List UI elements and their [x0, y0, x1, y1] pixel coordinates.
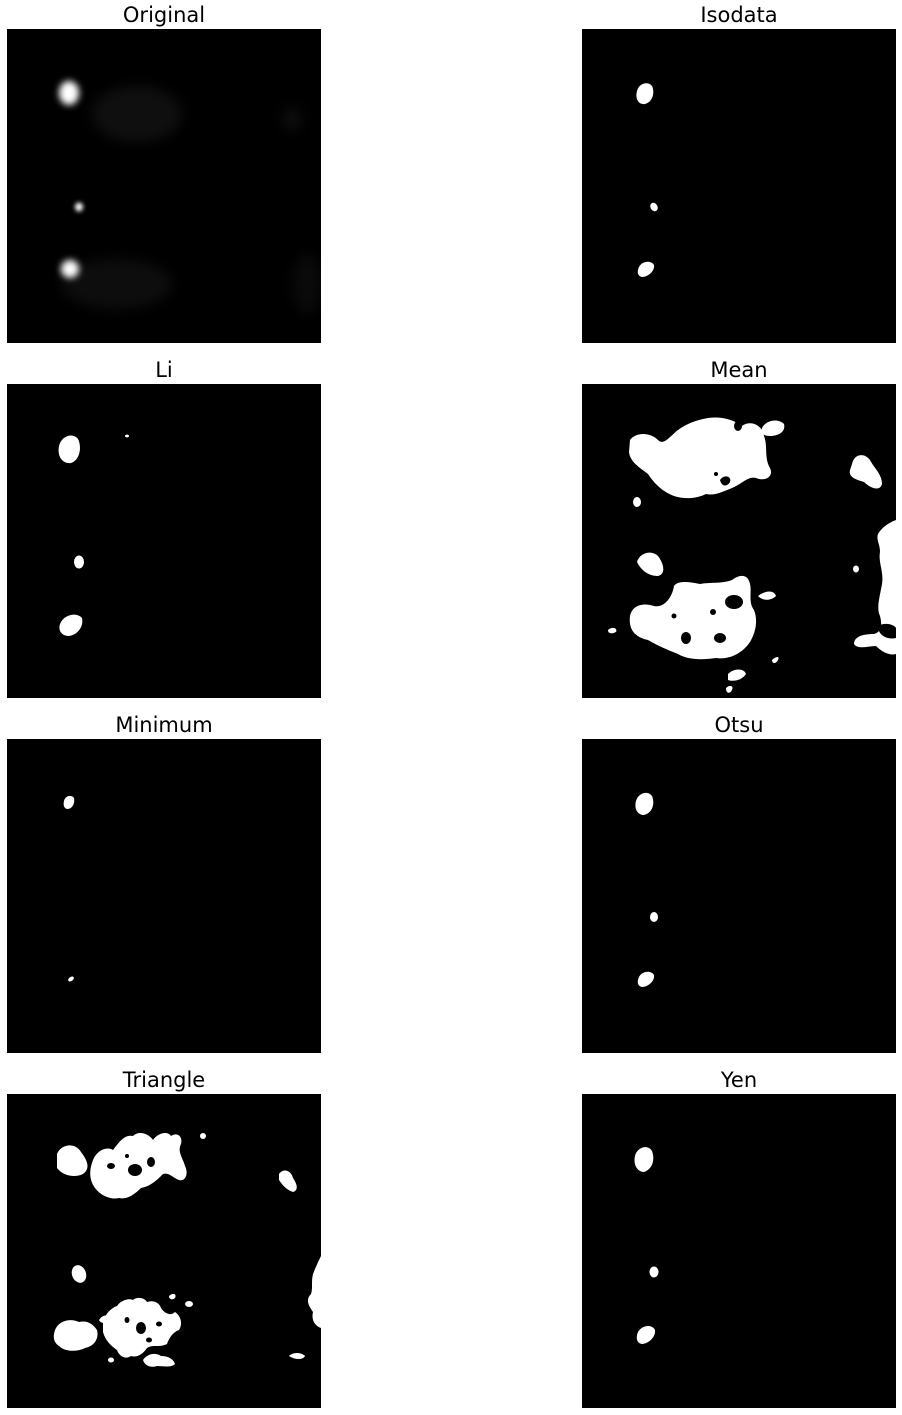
minimum-image [7, 739, 321, 1053]
triangle-image [7, 1094, 321, 1408]
panel-title-isodata: Isodata [700, 3, 778, 27]
panel-title-otsu: Otsu [714, 713, 764, 737]
panel-title-mean: Mean [710, 358, 768, 382]
original-image [7, 29, 321, 343]
panel-title-li: Li [155, 358, 173, 382]
panel-title-yen: Yen [720, 1068, 758, 1092]
panel-title-minimum: Minimum [115, 713, 213, 737]
otsu-image [582, 739, 896, 1053]
li-image [7, 384, 321, 698]
panel-title-triangle: Triangle [122, 1068, 206, 1092]
panel-title-original: Original [122, 3, 206, 27]
yen-image [582, 1094, 896, 1408]
isodata-image [582, 29, 896, 343]
mean-image [582, 384, 896, 698]
